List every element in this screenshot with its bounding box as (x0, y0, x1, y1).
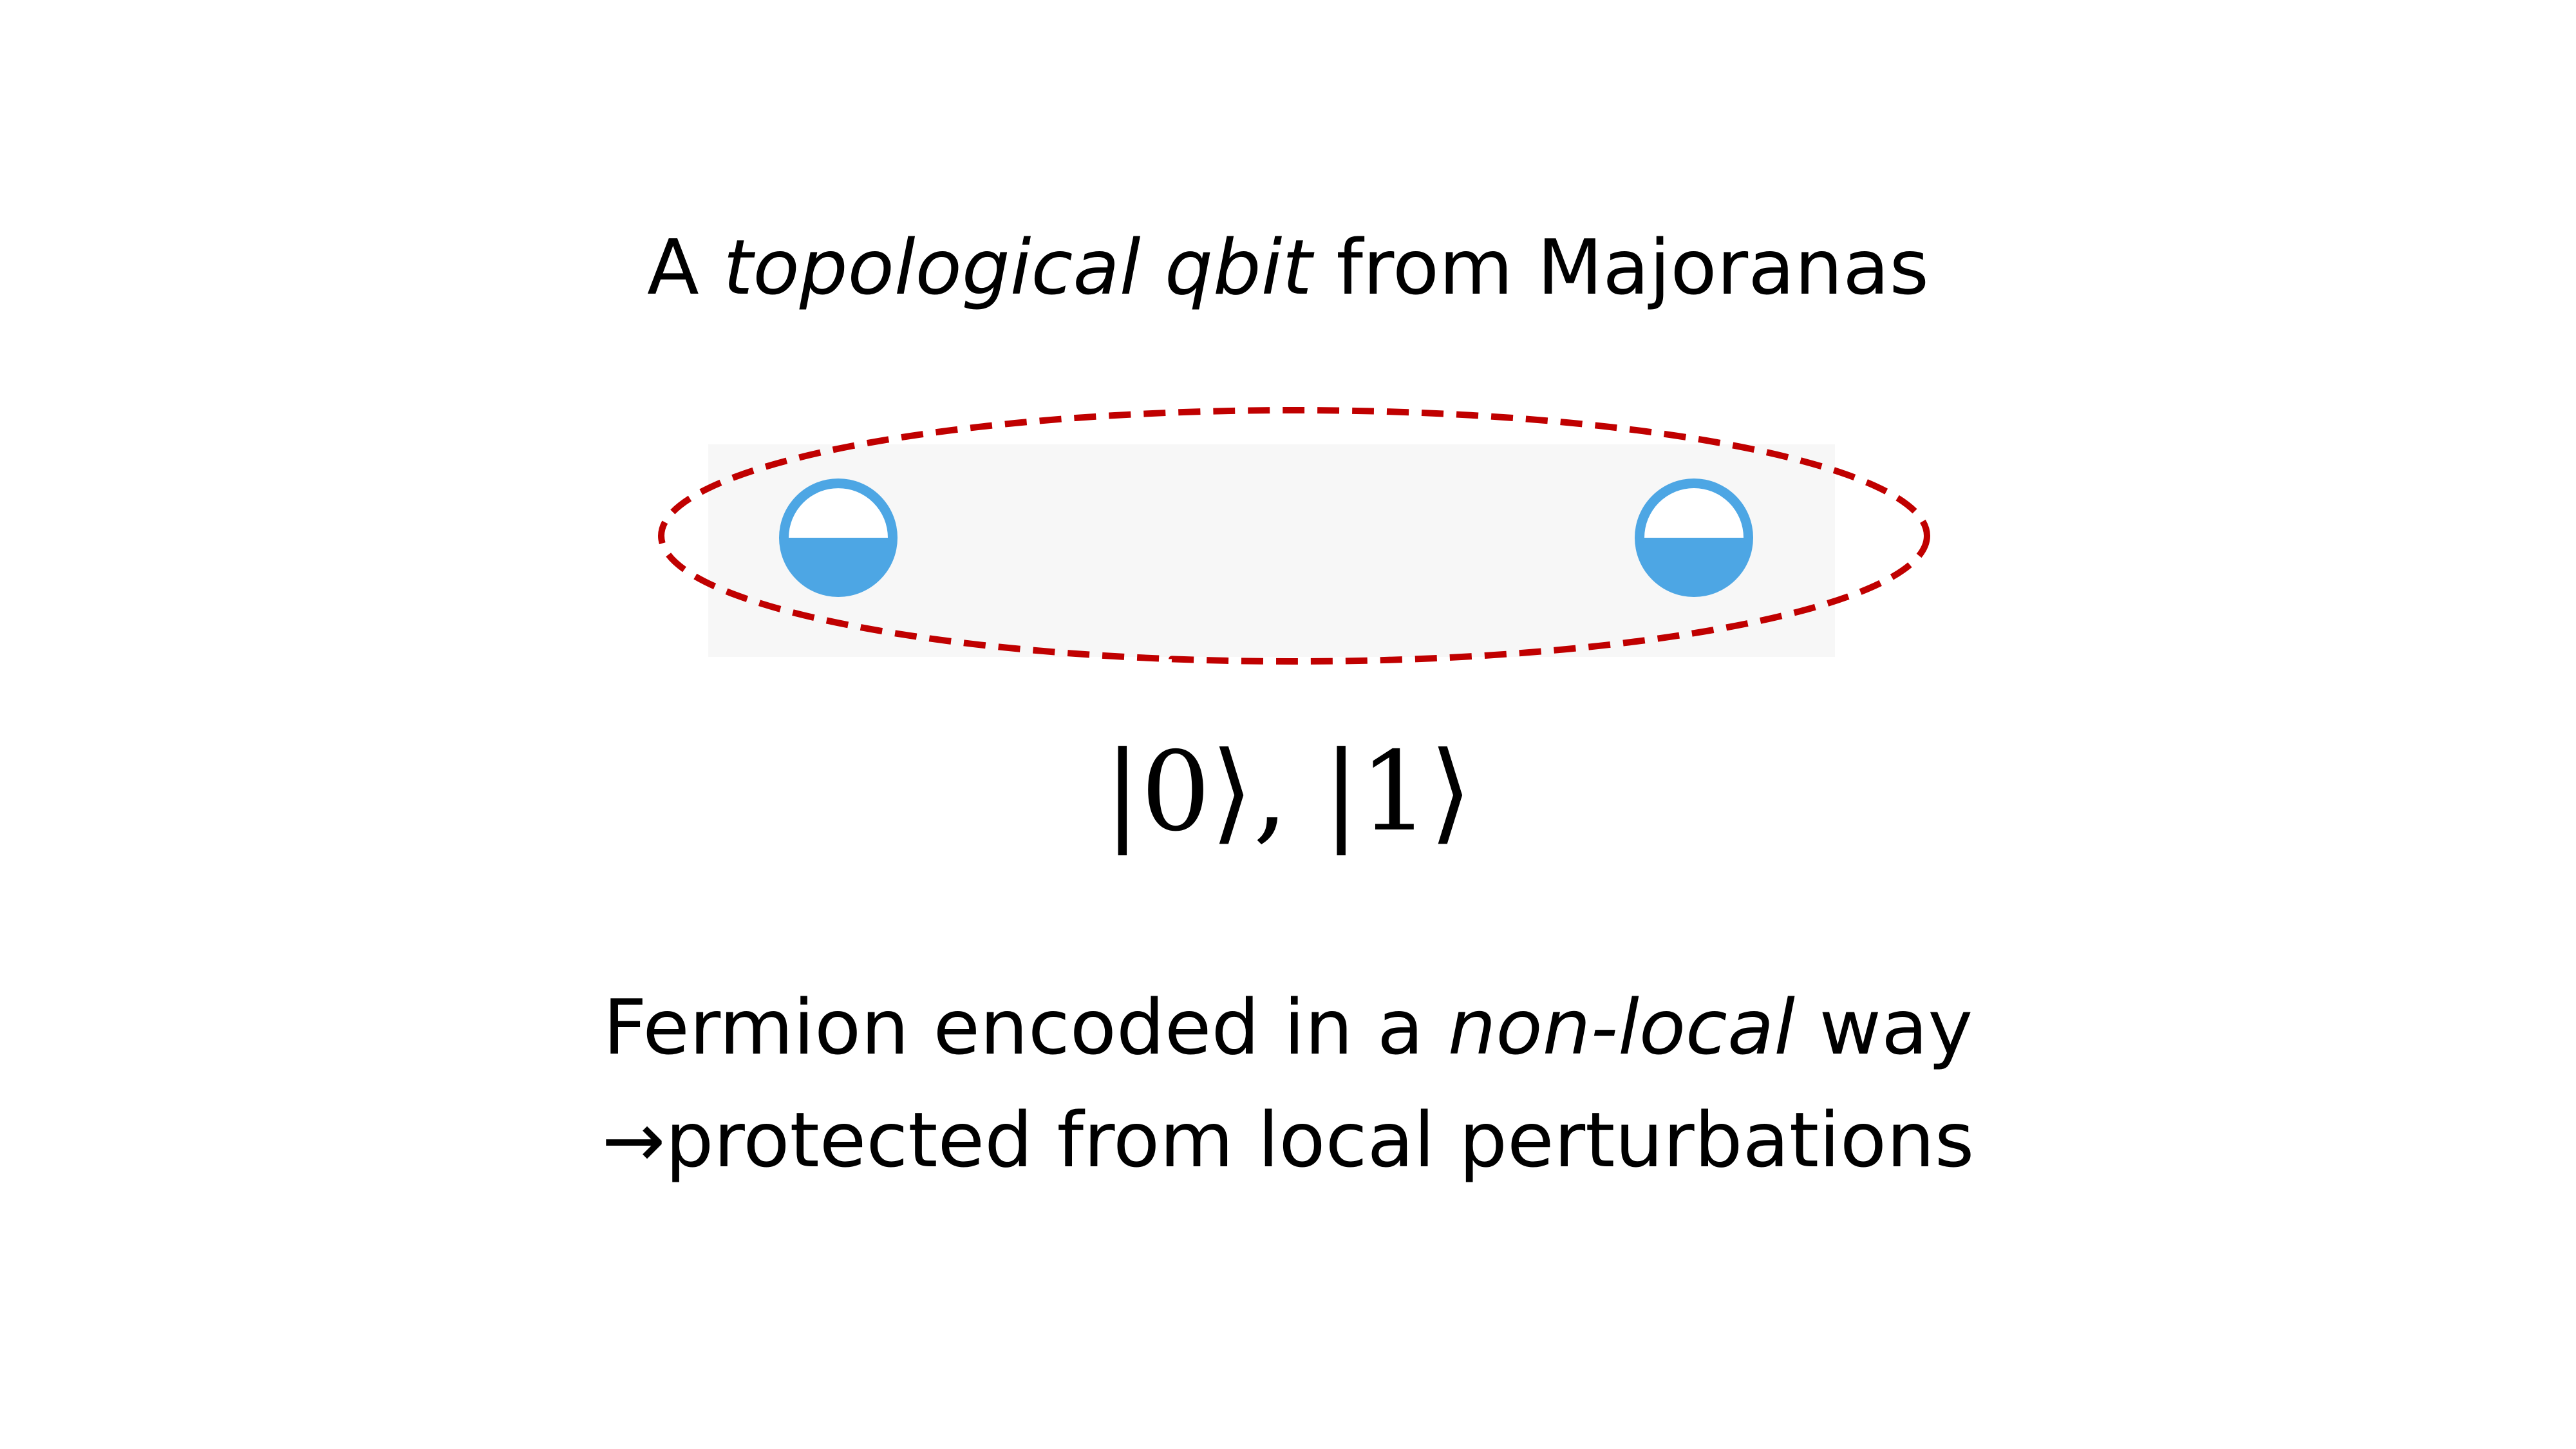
qubit-states-label: |0⟩, |1⟩ (1104, 728, 1472, 856)
title-suffix: from Majoranas (1336, 223, 1929, 312)
caption-line-2: →protected from local perturbations (601, 1095, 1975, 1184)
title-italic: topological qbit (723, 223, 1312, 312)
caption-line1-prefix: Fermion encoded in a (603, 983, 1424, 1072)
majorana-right-icon (1635, 478, 1753, 597)
title-prefix: A (647, 223, 699, 312)
caption-line1-italic: non-local (1447, 983, 1796, 1072)
majorana-left-icon (779, 478, 898, 597)
caption-line-1: Fermion encoded in a non-local way (0, 982, 2576, 1072)
qubit-dashed-ellipse (658, 407, 1930, 665)
caption-line1-suffix: way (1819, 983, 1973, 1072)
slide-title: A topological qbit from Majoranas (0, 222, 2576, 312)
